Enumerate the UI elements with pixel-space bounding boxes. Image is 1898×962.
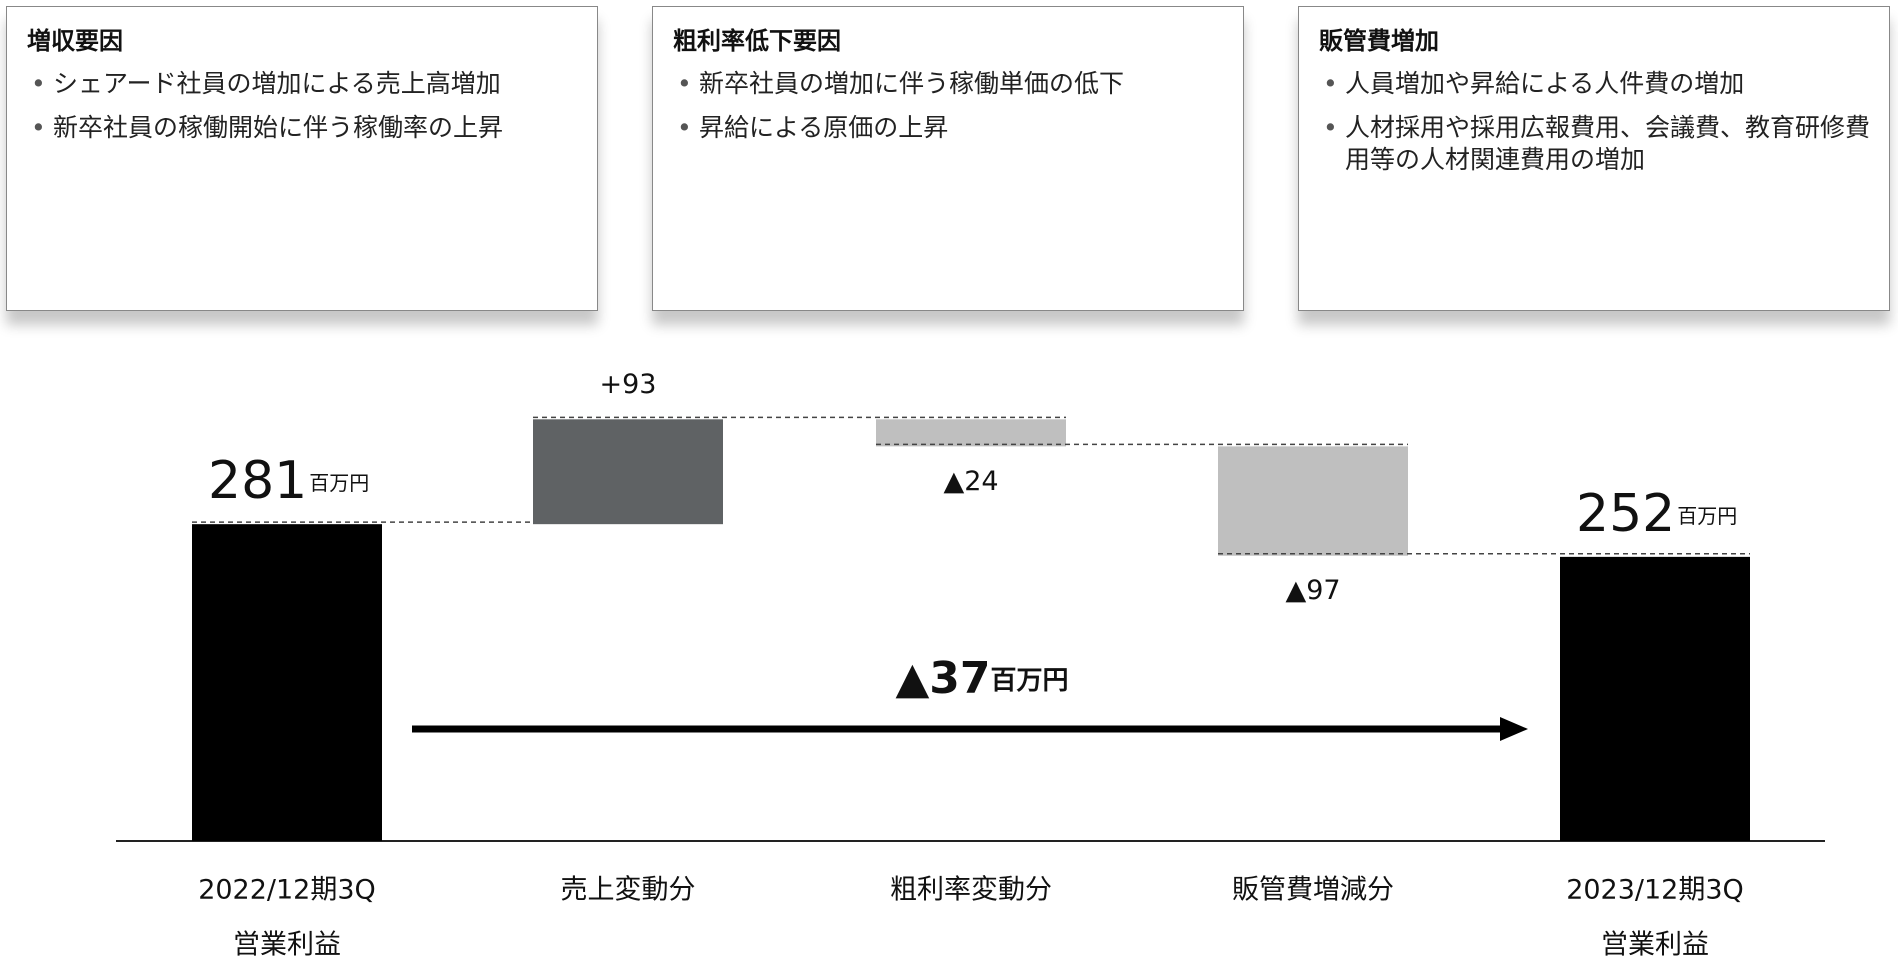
bullet-list: 人員増加や昇給による人件費の増加人材採用や採用広報費用、会議費、教育研修費用等の… [1315, 68, 1873, 176]
info-box: 増収要因シェアード社員の増加による売上高増加新卒社員の稼働開始に伴う稼働率の上昇 [6, 6, 598, 311]
bar [192, 524, 382, 841]
bar [1560, 556, 1750, 841]
x-tick-label: 粗利率変動分 [890, 875, 1052, 906]
bullet: 新卒社員の増加に伴う稼働単価の低下 [677, 68, 1227, 100]
value-unit: 百万円 [309, 471, 369, 495]
bullet: 人材採用や採用広報費用、会議費、教育研修費用等の人材関連費用の増加 [1323, 112, 1873, 176]
box-title: 粗利率低下要因 [673, 27, 841, 55]
bullet: 昇給による原価の上昇 [677, 112, 1227, 144]
value-label: ▲97 [1285, 575, 1340, 606]
bullet-list: シェアード社員の増加による売上高増加新卒社員の稼働開始に伴う稼働率の上昇 [23, 68, 581, 144]
arrow-head [1500, 717, 1528, 741]
value-label: 281 百万円 [208, 451, 369, 511]
x-tick-label: 2023/12期3Q [1566, 875, 1744, 906]
bullet: 人員増加や昇給による人件費の増加 [1323, 68, 1873, 100]
x-tick-label: 売上変動分 [561, 875, 696, 906]
x-tick-label: 販管費増減分 [1232, 875, 1394, 906]
value-label: ▲24 [943, 466, 998, 497]
box-title: 販管費増加 [1319, 27, 1439, 55]
value-number: 281 [208, 451, 307, 511]
value-label: 252 百万円 [1576, 484, 1737, 544]
bullet-list: 新卒社員の増加に伴う稼働単価の低下昇給による原価の上昇 [669, 68, 1227, 144]
bar [533, 419, 723, 525]
x-tick-label: 2022/12期3Q [198, 875, 376, 906]
value-number: 252 [1576, 484, 1675, 544]
change-unit: 百万円 [991, 666, 1069, 696]
bullet: 新卒社員の稼働開始に伴う稼働率の上昇 [31, 112, 581, 144]
bar [876, 419, 1066, 447]
bullet: シェアード社員の増加による売上高増加 [31, 68, 581, 100]
bar [1218, 446, 1408, 556]
value-label: +93 [600, 369, 657, 400]
info-box: 粗利率低下要因新卒社員の増加に伴う稼働単価の低下昇給による原価の上昇 [652, 6, 1244, 311]
value-unit: 百万円 [1677, 503, 1737, 527]
x-tick-label: 営業利益 [1601, 930, 1709, 961]
info-box: 販管費増加人員増加や昇給による人件費の増加人材採用や採用広報費用、会議費、教育研… [1298, 6, 1890, 311]
change-value: ▲37 [895, 653, 990, 704]
change-label: ▲37百万円 [895, 653, 1068, 704]
x-tick-label: 営業利益 [233, 930, 341, 961]
box-title: 増収要因 [27, 27, 123, 55]
